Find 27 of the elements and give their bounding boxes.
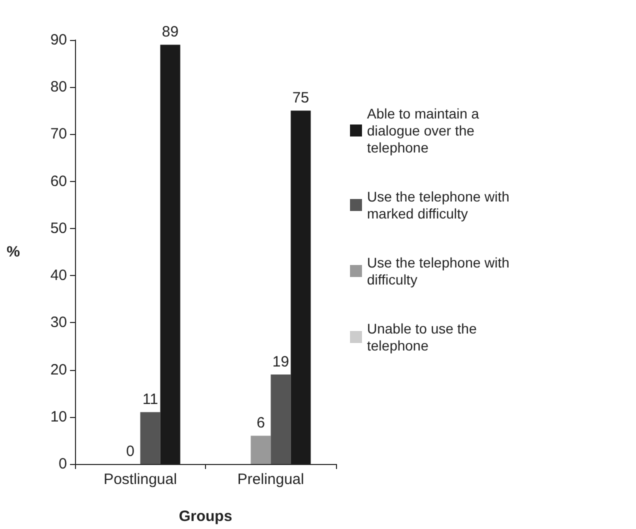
data-label: 19 (272, 353, 290, 370)
y-tick-label: 90 (50, 32, 67, 48)
y-tick-label: 10 (50, 408, 67, 426)
y-tick-label: 80 (50, 78, 67, 96)
legend-label: Use the telephone with difficulty (367, 254, 514, 288)
y-tick-label: 30 (50, 314, 67, 332)
y-tick-label: 0 (58, 456, 67, 472)
y-axis-title: % (6, 244, 20, 260)
y-tick-label: 60 (50, 172, 67, 190)
data-label: 89 (162, 24, 179, 41)
x-tick-label: Prelingual (237, 471, 304, 488)
x-axis-title: Groups (178, 508, 232, 525)
data-label: 75 (292, 90, 310, 107)
y-tick-label: 20 (50, 361, 67, 378)
y-tick-label: 70 (50, 126, 67, 143)
data-label: 0 (126, 443, 134, 460)
legend-label: Able to maintain a dialogue over the telephone (367, 106, 483, 156)
legend-label: Use the telephone with marked difficulty (367, 188, 514, 222)
bar (250, 436, 271, 464)
bar (270, 374, 291, 464)
x-tick-label: Postlingual (104, 471, 177, 488)
y-tick-label: 50 (50, 220, 67, 237)
legend-label: Unable to use the telephone (367, 320, 481, 354)
data-label: 11 (142, 391, 158, 408)
data-label: 6 (256, 414, 265, 432)
bar (140, 412, 160, 464)
y-tick-label: 40 (50, 267, 67, 284)
